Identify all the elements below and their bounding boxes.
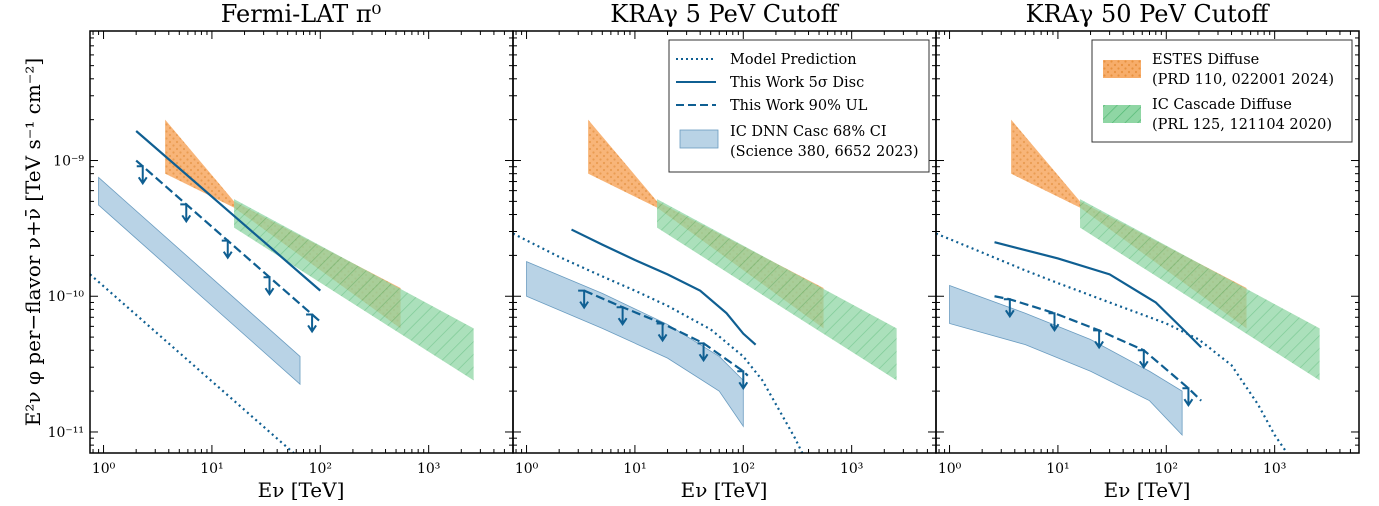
panel-title-1: Fermi-LAT π⁰	[221, 0, 382, 28]
panel-1-line-this-work-5-disc	[135, 130, 322, 292]
panel-3-series	[936, 119, 1320, 453]
panel-2-ul-arrow-2	[616, 306, 628, 327]
panel-title-2: KRAγ 5 PeV Cutoff	[610, 0, 839, 28]
panel-3-ul-arrow-4	[1137, 349, 1149, 370]
panel-3-x-tick-label: 10⁰	[938, 461, 962, 477]
legend-bands-box	[1091, 39, 1353, 143]
x-axis-label-3: Eν [TeV]	[1104, 478, 1191, 502]
panel-3-line-model-prediction	[936, 232, 1288, 453]
legend-disc-label: This Work 5σ Disc	[730, 75, 864, 91]
legend-dnn-swatch	[679, 129, 719, 149]
panel-1-ul-arrow-4	[263, 276, 275, 297]
panel-title-3: KRAγ 50 PeV Cutoff	[1026, 0, 1271, 28]
panel-3-x-tick-label: 10³	[1263, 461, 1286, 477]
panel-3-ul-arrow-1	[1003, 298, 1015, 319]
panel-3-x-tick-label: 10²	[1155, 461, 1178, 477]
panel-1-band-ic-cascade-diffuse	[234, 199, 474, 381]
panel-2-x-tick-label: 10⁰	[515, 461, 539, 477]
legend-casc-ref: (PRL 125, 121104 2020)	[1152, 117, 1332, 133]
panel-3-frame	[935, 30, 1360, 454]
panel-3-ul-arrow-3	[1093, 329, 1104, 350]
y-tick-label: 10⁻¹⁰	[48, 289, 85, 305]
panel-2-line-model-prediction	[513, 232, 804, 453]
legend-ul-label: This Work 90% UL	[730, 98, 868, 114]
panel-2-ul-arrow-4	[697, 342, 709, 363]
x-axis-label-1: Eν [TeV]	[258, 478, 345, 502]
panel-1-line-model-prediction	[90, 273, 296, 453]
panel-1-x-tick-label: 10³	[417, 461, 440, 477]
panel-1-series	[90, 119, 474, 453]
panel-1-ul-arrow-3	[221, 239, 233, 260]
panel-2-band-ic-cascade-diffuse	[657, 199, 897, 381]
legend-estes-ref: (PRD 110, 022001 2024)	[1152, 72, 1334, 88]
legend-estes-label: ESTES Diffuse	[1152, 52, 1259, 68]
legend-dnn-ref: (Science 380, 6652 2023)	[730, 144, 919, 160]
panel-3-band-ic-dnn-casc-68-ci	[949, 284, 1183, 436]
panel-3-band-ic-cascade-diffuse	[1080, 199, 1320, 381]
panel-2-line-this-work-5-disc	[571, 228, 757, 346]
panel-1-x-tick-label: 10⁰	[92, 461, 116, 477]
panel-1-ul-arrow-2	[180, 203, 192, 224]
panel-2-series	[513, 119, 897, 453]
panel-1-x-tick-label: 10¹	[200, 461, 223, 477]
panel-3-ul-arrow-2	[1048, 312, 1060, 333]
legend-estes-swatch	[1103, 60, 1141, 78]
panel-1-x-tick-label: 10²	[309, 461, 332, 477]
panel-2-x-tick-label: 10¹	[623, 461, 646, 477]
y-tick-label: 10⁻⁹	[53, 154, 84, 170]
panel-3-line-this-work-5-disc	[994, 241, 1202, 349]
legend-dnn-label: IC DNN Casc 68% CI	[730, 124, 887, 140]
legend-casc-label: IC Cascade Diffuse	[1152, 97, 1292, 113]
x-axis-label-2: Eν [TeV]	[681, 478, 768, 502]
panel-2-line-this-work-90-ul	[583, 289, 749, 377]
legend-lines: Model Prediction This Work 5σ Disc This …	[668, 39, 930, 173]
panel-2-x-tick-label: 10³	[840, 461, 863, 477]
plot-area: 10⁰ 10¹ 10² 10³ 10⁻¹¹ 10⁻¹⁰ 10⁻⁹ 10⁰ 10¹ 10² 10³ 10…	[48, 30, 1360, 477]
y-tick-label: 10⁻¹¹	[48, 425, 84, 441]
panel-2-x-tick-label: 10²	[732, 461, 755, 477]
panel-3-x-tick-label: 10¹	[1046, 461, 1069, 477]
panel-2-band-ic-dnn-casc-68-ci	[526, 260, 744, 428]
panel-1-band-ic-dnn-casc-68-ci	[98, 176, 301, 386]
legend-bands: ESTES Diffuse (PRD 110, 022001 2024) IC …	[1091, 39, 1353, 143]
panel-2-ul-arrow-3	[656, 322, 668, 343]
panel-3-ul-arrow-5	[1182, 387, 1194, 408]
legend-model-label: Model Prediction	[730, 52, 857, 68]
legend-casc-swatch	[1103, 105, 1141, 123]
panel-2-ul-arrow-5	[737, 370, 749, 391]
y-axis-label: E²ν φ per−flavor ν+ν̄ [TeV s⁻¹ cm⁻²]	[21, 58, 45, 426]
panel-1-ul-arrow-1	[136, 165, 148, 186]
panel-2-ul-arrow-1	[578, 289, 589, 310]
panel-1-ul-arrow-5	[306, 313, 317, 334]
